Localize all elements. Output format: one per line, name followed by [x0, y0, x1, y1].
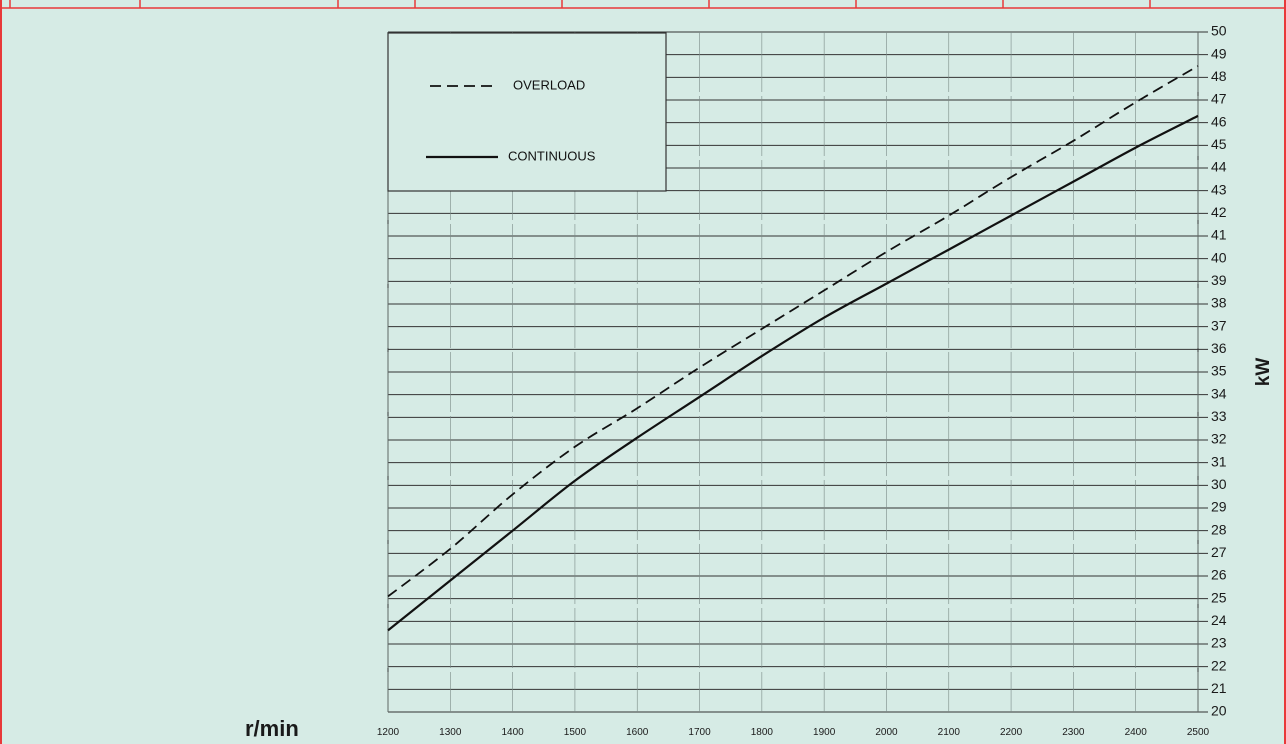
- y-tick-label: 41: [1211, 227, 1227, 243]
- legend-label-overload: OVERLOAD: [513, 77, 585, 92]
- y-tick-label: 42: [1211, 204, 1227, 220]
- legend-label-continuous: CONTINUOUS: [508, 148, 596, 163]
- x-axis-title: r/min: [245, 716, 299, 741]
- legend: OVERLOAD CONTINUOUS: [387, 32, 667, 192]
- x-tick-label: 2300: [1062, 727, 1085, 738]
- x-tick-label: 1600: [626, 727, 649, 738]
- x-tick-label: 2400: [1125, 727, 1148, 738]
- y-tick-label: 34: [1211, 385, 1227, 401]
- x-tick-label: 1800: [751, 727, 774, 738]
- y-tick-label: 27: [1211, 544, 1227, 560]
- y-tick-label: 21: [1211, 680, 1227, 696]
- y-tick-labels: 20 21 22 23 24 25 26 27 28 29 30 31 32 33 34 35 36 37 38 39…: [1211, 23, 1227, 719]
- x-tick-labels: 1200 1300 1400 1500 1600 1700 1800 1900 2000 2100…: [377, 727, 1210, 738]
- x-tick-label: 2000: [875, 727, 898, 738]
- y-tick-label: 43: [1211, 181, 1227, 197]
- y-tick-label: 45: [1211, 136, 1227, 152]
- y-tick-label: 24: [1211, 612, 1227, 628]
- y-tick-label: 23: [1211, 635, 1227, 651]
- series-line-continuous: [387, 114, 1199, 632]
- x-tick-label: 1200: [377, 727, 400, 738]
- series-line-overload: [387, 65, 1199, 598]
- y-tick-label: 28: [1211, 521, 1227, 537]
- y-tick-label: 47: [1211, 91, 1227, 107]
- y-tick-label: 39: [1211, 272, 1227, 288]
- legend-box: [387, 32, 667, 192]
- y-tick-label: 32: [1211, 431, 1227, 447]
- x-tick-label: 1300: [439, 727, 462, 738]
- y-tick-label: 40: [1211, 249, 1227, 265]
- y-tick-label: 25: [1211, 589, 1227, 605]
- y-tick-label: 22: [1211, 657, 1227, 673]
- x-tick-label: 1700: [688, 727, 711, 738]
- y-tick-label: 37: [1211, 317, 1227, 333]
- y-tick-label: 44: [1211, 159, 1227, 175]
- y-tick-label: 38: [1211, 295, 1227, 311]
- x-tick-label: 1900: [813, 727, 836, 738]
- y-tick-label: 30: [1211, 476, 1227, 492]
- y-tick-label: 50: [1211, 23, 1227, 39]
- y-axis-title: kW: [1253, 358, 1274, 387]
- x-tick-label: 2500: [1187, 727, 1210, 738]
- y-tick-label: 29: [1211, 499, 1227, 515]
- y-tick-label: 20: [1211, 703, 1227, 719]
- x-tick-label: 2200: [1000, 727, 1023, 738]
- y-tick-label: 46: [1211, 113, 1227, 129]
- y-tick-label: 48: [1211, 68, 1227, 84]
- x-tick-label: 1500: [564, 727, 587, 738]
- y-tick-label: 26: [1211, 567, 1227, 583]
- y-tick-label: 33: [1211, 408, 1227, 424]
- y-tick-label: 35: [1211, 363, 1227, 379]
- x-tick-label: 2100: [938, 727, 961, 738]
- y-tick-label: 36: [1211, 340, 1227, 356]
- x-tick-label: 1400: [501, 727, 524, 738]
- y-tick-label: 31: [1211, 453, 1227, 469]
- series-layer: [387, 65, 1199, 632]
- horizontal-gridlines: [387, 31, 1208, 713]
- y-tick-label: 49: [1211, 45, 1227, 61]
